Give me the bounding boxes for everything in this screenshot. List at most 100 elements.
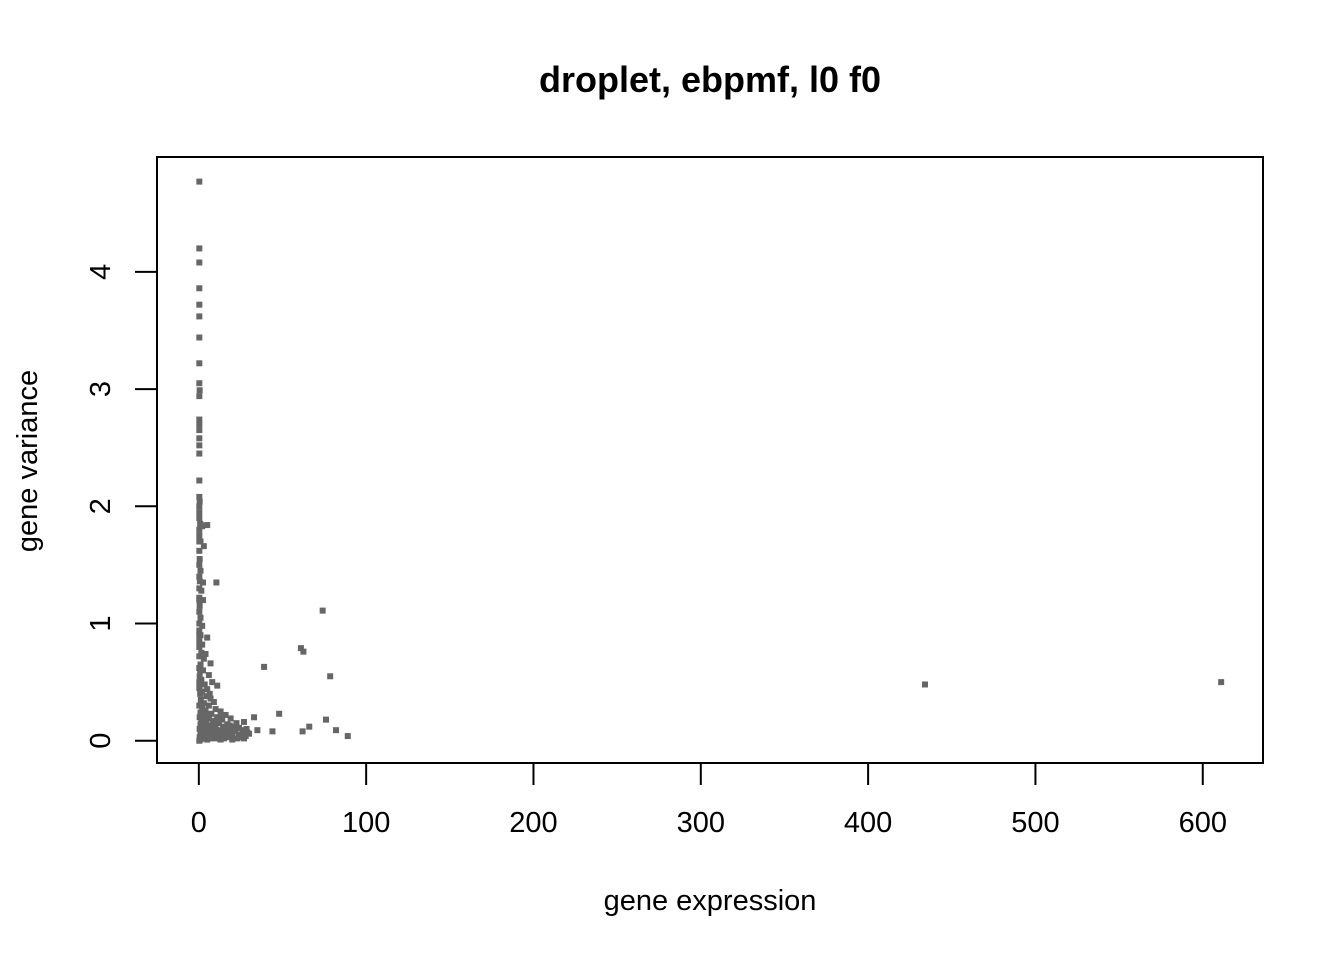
data-point <box>322 716 329 723</box>
data-point <box>230 723 237 730</box>
data-point <box>196 561 203 568</box>
data-point <box>199 523 206 530</box>
data-point <box>196 702 203 709</box>
data-point <box>297 645 304 652</box>
x-tick-label: 500 <box>1011 807 1059 839</box>
data-point <box>196 578 203 585</box>
data-point <box>196 638 203 645</box>
data-point <box>205 672 212 679</box>
data-point <box>246 730 253 737</box>
data-point <box>225 726 232 733</box>
data-point <box>197 661 204 668</box>
data-point <box>204 634 211 641</box>
data-point <box>327 673 334 680</box>
data-point <box>230 728 237 735</box>
data-point <box>200 597 207 604</box>
data-point <box>217 736 224 743</box>
data-point <box>219 731 226 738</box>
data-point <box>204 522 211 529</box>
data-point <box>220 726 227 733</box>
y-tick-label: 2 <box>85 498 117 514</box>
data-point <box>196 477 203 484</box>
data-point <box>196 313 203 320</box>
data-point <box>306 723 313 730</box>
data-point <box>215 720 222 727</box>
data-point <box>196 360 203 367</box>
data-point <box>196 380 203 387</box>
x-axis-label: gene expression <box>604 885 817 917</box>
data-point <box>196 597 203 604</box>
data-point <box>200 713 207 720</box>
data-point <box>196 573 203 580</box>
data-point <box>269 728 276 735</box>
data-point <box>197 567 204 574</box>
data-point <box>197 538 204 545</box>
data-point <box>208 710 215 717</box>
data-point <box>200 655 207 662</box>
data-point <box>227 715 234 722</box>
x-tick-label: 600 <box>1179 807 1227 839</box>
x-tick-label: 200 <box>509 807 557 839</box>
data-point <box>196 493 203 500</box>
data-point <box>197 614 204 621</box>
data-point <box>196 334 203 341</box>
data-point <box>197 667 204 674</box>
data-point <box>261 663 268 670</box>
data-point <box>196 602 203 609</box>
data-points <box>196 178 1225 744</box>
data-point <box>196 526 203 533</box>
data-point <box>922 681 929 688</box>
data-point <box>254 727 261 734</box>
data-point <box>229 733 236 740</box>
data-point <box>196 450 203 457</box>
data-point <box>211 730 218 737</box>
data-point <box>205 731 212 738</box>
data-point <box>196 608 203 615</box>
data-point <box>217 708 224 715</box>
data-point <box>214 682 221 689</box>
data-point <box>239 727 246 734</box>
data-point <box>213 579 220 586</box>
data-point <box>200 700 207 707</box>
data-point <box>216 714 223 721</box>
y-tick-label: 1 <box>85 615 117 631</box>
x-tick-label: 100 <box>342 807 390 839</box>
data-point <box>333 727 340 734</box>
data-point <box>196 178 203 185</box>
data-point <box>199 716 206 723</box>
data-point <box>196 679 203 686</box>
data-point <box>197 709 204 716</box>
data-point <box>243 726 250 733</box>
data-point <box>203 693 210 700</box>
data-point <box>196 509 203 516</box>
data-point <box>198 649 205 656</box>
data-point <box>241 718 248 725</box>
y-axis-label: gene variance <box>12 370 44 552</box>
data-point <box>234 735 241 742</box>
data-point <box>196 259 203 266</box>
data-point <box>229 736 236 743</box>
data-point <box>202 650 209 657</box>
data-point <box>197 736 204 743</box>
data-point <box>251 714 258 721</box>
data-point <box>200 543 207 550</box>
data-point <box>196 421 203 428</box>
data-point <box>212 735 219 742</box>
data-point <box>1218 679 1225 686</box>
y-axis: 0 1 2 3 4 <box>85 264 158 749</box>
data-point <box>196 387 203 394</box>
data-point <box>212 724 219 731</box>
data-point <box>205 711 212 718</box>
data-point <box>196 285 203 292</box>
data-point <box>319 607 326 614</box>
data-point <box>205 715 212 722</box>
data-point <box>196 673 203 680</box>
data-point <box>205 702 212 709</box>
data-point <box>220 735 227 742</box>
x-tick-label: 400 <box>844 807 892 839</box>
data-point <box>196 301 203 308</box>
data-point <box>196 547 203 554</box>
data-point <box>233 720 240 727</box>
data-point <box>196 245 203 252</box>
data-point <box>201 681 208 688</box>
